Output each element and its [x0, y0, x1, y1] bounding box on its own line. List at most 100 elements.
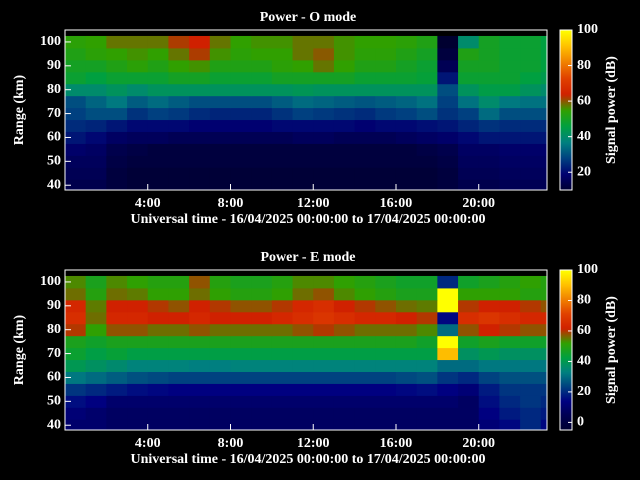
- colorbar-segment: [560, 182, 572, 185]
- heatmap-cell: [127, 359, 149, 372]
- heatmap-cell: [499, 95, 521, 109]
- heatmap-cell: [189, 35, 211, 49]
- heatmap-cell: [458, 275, 480, 289]
- heatmap-cell: [540, 275, 547, 289]
- heatmap-cell: [478, 119, 500, 132]
- heatmap-cell: [333, 95, 356, 109]
- heatmap-cell: [499, 275, 521, 289]
- heatmap-cell: [209, 47, 231, 61]
- heatmap-cell: [127, 107, 149, 121]
- heatmap-cell: [168, 131, 190, 144]
- colorbar-segment: [560, 32, 572, 35]
- heatmap-cell: [127, 35, 149, 49]
- heatmap-cell: [458, 419, 480, 430]
- x-tick-label: 16:00: [380, 196, 413, 211]
- heatmap-cell: [230, 59, 252, 73]
- heatmap-cell: [292, 35, 314, 49]
- heatmap-cell: [189, 71, 211, 85]
- heatmap-cell: [437, 143, 459, 156]
- colorbar-segment: [560, 184, 572, 187]
- heatmap-cell: [540, 407, 547, 420]
- heatmap-cell: [333, 299, 356, 313]
- heatmap-cell: [85, 179, 107, 190]
- heatmap-cell: [209, 383, 231, 396]
- heatmap-cell: [499, 107, 521, 121]
- heatmap-cell: [499, 407, 521, 420]
- heatmap-cell: [333, 71, 356, 85]
- heatmap-cell: [458, 167, 480, 180]
- colorbar-segment: [560, 42, 572, 45]
- heatmap-cell: [395, 71, 418, 85]
- colorbar-segment: [560, 306, 572, 309]
- heatmap-cell: [209, 143, 231, 156]
- heatmap-cell: [85, 359, 107, 372]
- colorbar-label: Signal power (dB): [604, 296, 619, 404]
- heatmap-cell: [147, 299, 169, 313]
- colorbar-segment: [560, 114, 572, 117]
- heatmap-cell: [168, 395, 190, 408]
- heatmap-cell: [437, 83, 459, 97]
- heatmap-cell: [499, 167, 521, 180]
- heatmap-cell: [499, 323, 521, 337]
- colorbar-segment: [560, 76, 572, 79]
- heatmap-cell: [333, 83, 356, 97]
- colorbar-segment: [560, 88, 572, 91]
- colorbar-segment: [560, 292, 572, 295]
- heatmap-cell: [168, 47, 190, 61]
- heatmap-cell: [189, 83, 211, 97]
- colorbar-segment: [560, 124, 572, 127]
- colorbar-segment: [560, 152, 572, 155]
- colorbar-segment: [560, 80, 572, 83]
- heatmap-cell: [458, 395, 480, 408]
- heatmap-cell: [499, 347, 521, 361]
- heatmap-cell: [127, 275, 149, 289]
- colorbar-segment: [560, 358, 572, 361]
- heatmap-cell: [313, 371, 335, 384]
- heatmap-cell: [540, 143, 547, 156]
- heatmap-cell: [354, 167, 376, 180]
- plot-frame: [64, 269, 548, 431]
- heatmap-cell: [499, 83, 521, 97]
- heatmap-cell: [395, 311, 418, 325]
- heatmap-cell: [251, 419, 273, 430]
- heatmap-cell: [520, 83, 542, 97]
- heatmap-cell: [333, 47, 356, 61]
- heatmap-cell: [313, 167, 335, 180]
- heatmap-cell: [354, 143, 376, 156]
- heatmap-cell: [458, 131, 480, 144]
- colorbar-segment: [560, 288, 572, 291]
- colorbar-segment: [560, 112, 572, 115]
- heatmap-cell: [106, 95, 128, 109]
- heatmap-cell: [354, 275, 376, 289]
- heatmap-cell: [292, 275, 314, 289]
- colorbar-segment: [560, 282, 572, 285]
- heatmap-cell: [251, 347, 273, 361]
- heatmap-cell: [313, 83, 335, 97]
- heatmap-cell: [85, 47, 107, 61]
- heatmap-cell: [230, 131, 252, 144]
- heatmap-cell: [437, 95, 459, 109]
- heatmap-cell: [354, 407, 376, 420]
- colorbar-segment: [560, 98, 572, 101]
- colorbar-segment: [560, 142, 572, 145]
- heatmap-cell: [478, 323, 500, 337]
- heatmap-cell: [354, 155, 376, 168]
- colorbar-segment: [560, 36, 572, 39]
- y-tick-label: 90: [47, 298, 61, 313]
- heatmap-cell: [106, 347, 128, 361]
- heatmap-cell: [458, 383, 480, 396]
- heatmap-cell: [313, 347, 335, 361]
- colorbar-segment: [560, 108, 572, 111]
- heatmap-cell: [395, 323, 418, 337]
- heatmap-cell: [540, 35, 547, 49]
- heatmap-cell: [292, 395, 314, 408]
- heatmap-cell: [375, 311, 397, 325]
- heatmap-cell: [209, 155, 231, 168]
- heatmap-cell: [478, 35, 500, 49]
- heatmap-cell: [354, 119, 376, 132]
- heatmap-cell: [437, 335, 459, 349]
- colorbar-segment: [560, 372, 572, 375]
- heatmap-cell: [127, 311, 149, 325]
- heatmap-cell: [354, 299, 376, 313]
- heatmap-cell: [333, 371, 356, 384]
